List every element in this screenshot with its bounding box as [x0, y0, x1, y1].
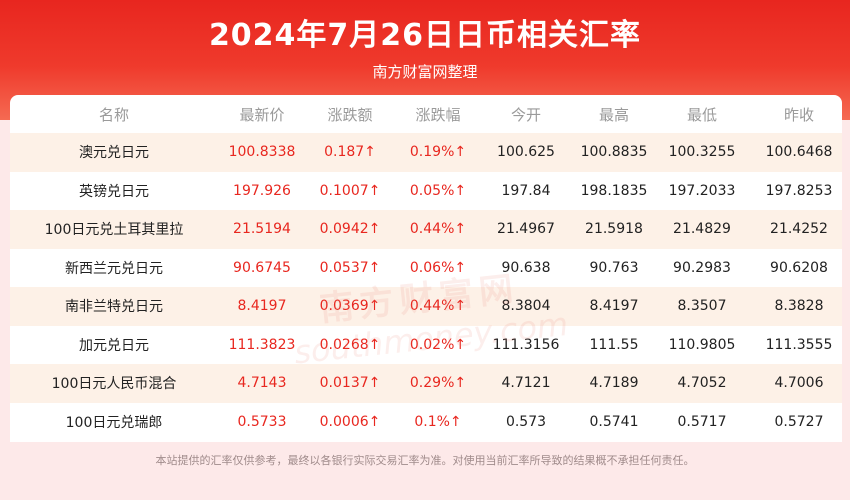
currency-name-cell: 100日元兑瑞郎 [65, 414, 163, 431]
page-title: 2024年7月26日日币相关汇率 [208, 18, 642, 53]
table-row: 英镑兑日元 197.926 0.1007↑ 0.05%↑ 197.84 198.1835 1… [10, 172, 842, 211]
change-amount-cell: 0.0942↑ [306, 210, 394, 249]
open-price-cell: 197.84 [501, 182, 551, 199]
prev-close-cell: 100.6468 [746, 133, 842, 172]
high-price-cell: 90.763 [589, 259, 639, 276]
prev-close-cell: 111.3555 [765, 336, 833, 353]
currency-name-cell: 100日元兑土耳其里拉 [10, 210, 218, 249]
open-price-cell: 100.625 [482, 133, 570, 172]
change-amount-cell: 0.0268↑ [319, 336, 381, 353]
change-percent-cell: 0.44%↑ [394, 210, 482, 249]
column-header: 名称 [98, 105, 129, 124]
column-header: 最高 [598, 105, 629, 124]
column-header: 昨收 [783, 105, 814, 124]
change-amount-cell: 0.1007↑ [319, 182, 381, 199]
change-percent-cell: 0.05%↑ [409, 182, 467, 199]
column-header: 今开 [510, 105, 541, 124]
latest-price-cell: 0.5733 [237, 413, 287, 430]
currency-name-cell: 澳元兑日元 [10, 133, 218, 172]
high-price-cell: 111.55 [589, 336, 639, 353]
prev-close-cell: 8.3828 [746, 287, 842, 326]
prev-close-cell: 0.5727 [774, 413, 824, 430]
rates-card: 名称 最新价 涨跌额 涨跌幅 今开 最高 最低 昨收 澳元兑日元 100.8338… [10, 95, 842, 442]
high-price-cell: 21.5918 [570, 210, 658, 249]
low-price-cell: 0.5717 [677, 413, 727, 430]
rates-table: 名称 最新价 涨跌额 涨跌幅 今开 最高 最低 昨收 澳元兑日元 100.8338… [10, 95, 842, 441]
table-row: 加元兑日元 111.3823 0.0268↑ 0.02%↑ 111.3156 111.55… [10, 326, 842, 365]
currency-name-cell: 加元兑日元 [79, 337, 149, 354]
low-price-cell: 90.2983 [673, 259, 731, 276]
high-price-cell: 4.7189 [570, 364, 658, 403]
open-price-cell: 111.3156 [492, 336, 560, 353]
open-price-cell: 0.573 [505, 413, 547, 430]
currency-name-cell: 100日元人民币混合 [10, 364, 218, 403]
table-header-row: 名称 最新价 涨跌额 涨跌幅 今开 最高 最低 昨收 [10, 95, 842, 133]
column-header: 最新价 [239, 105, 285, 124]
change-amount-cell: 0.187↑ [306, 133, 394, 172]
change-percent-cell: 0.19%↑ [394, 133, 482, 172]
latest-price-cell: 4.7143 [218, 364, 306, 403]
prev-close-cell: 197.8253 [765, 182, 833, 199]
high-price-cell: 198.1835 [580, 182, 648, 199]
open-price-cell: 8.3804 [482, 287, 570, 326]
latest-price-cell: 197.926 [233, 182, 291, 199]
latest-price-cell: 100.8338 [218, 133, 306, 172]
table-row: 澳元兑日元 100.8338 0.187↑ 0.19%↑ 100.625 100.8835… [10, 133, 842, 172]
currency-name-cell: 新西兰元兑日元 [65, 260, 163, 277]
change-percent-cell: 0.29%↑ [394, 364, 482, 403]
low-price-cell: 197.2033 [668, 182, 736, 199]
table-row: 100日元兑瑞郎 0.5733 0.0006↑ 0.1%↑ 0.573 0.5741 0.5… [10, 403, 842, 442]
open-price-cell: 90.638 [501, 259, 551, 276]
table-row: 100日元人民币混合 4.7143 0.0137↑ 0.29%↑ 4.7121 4.718… [10, 364, 842, 403]
currency-name-cell: 英镑兑日元 [79, 183, 149, 200]
high-price-cell: 0.5741 [589, 413, 639, 430]
disclaimer: 本站提供的汇率仅供参考，最终以各银行实际交易汇率为准。对使用当前汇率所导致的结果… [155, 454, 695, 467]
low-price-cell: 8.3507 [658, 287, 746, 326]
table-row: 新西兰元兑日元 90.6745 0.0537↑ 0.06%↑ 90.638 90.763 9… [10, 249, 842, 288]
low-price-cell: 21.4829 [658, 210, 746, 249]
open-price-cell: 4.7121 [482, 364, 570, 403]
change-percent-cell: 0.44%↑ [394, 287, 482, 326]
change-amount-cell: 0.0006↑ [319, 413, 381, 430]
latest-price-cell: 21.5194 [218, 210, 306, 249]
column-header: 涨跌额 [327, 105, 373, 124]
low-price-cell: 100.3255 [658, 133, 746, 172]
high-price-cell: 100.8835 [570, 133, 658, 172]
change-percent-cell: 0.06%↑ [409, 259, 467, 276]
low-price-cell: 110.9805 [668, 336, 736, 353]
latest-price-cell: 111.3823 [228, 336, 296, 353]
change-percent-cell: 0.02%↑ [409, 336, 467, 353]
change-amount-cell: 0.0137↑ [306, 364, 394, 403]
page-subtitle: 南方财富网整理 [372, 63, 478, 81]
latest-price-cell: 90.6745 [233, 259, 291, 276]
prev-close-cell: 90.6208 [770, 259, 828, 276]
latest-price-cell: 8.4197 [218, 287, 306, 326]
change-percent-cell: 0.1%↑ [414, 413, 462, 430]
change-amount-cell: 0.0369↑ [306, 287, 394, 326]
low-price-cell: 4.7052 [658, 364, 746, 403]
prev-close-cell: 21.4252 [746, 210, 842, 249]
table-row: 南非兰特兑日元 8.4197 0.0369↑ 0.44%↑ 8.3804 8.4197 8.… [10, 287, 842, 326]
prev-close-cell: 4.7006 [746, 364, 842, 403]
high-price-cell: 8.4197 [570, 287, 658, 326]
column-header: 最低 [686, 105, 717, 124]
currency-name-cell: 南非兰特兑日元 [10, 287, 218, 326]
open-price-cell: 21.4967 [482, 210, 570, 249]
column-header: 涨跌幅 [415, 105, 461, 124]
table-row: 100日元兑土耳其里拉 21.5194 0.0942↑ 0.44%↑ 21.4967 21… [10, 210, 842, 249]
change-amount-cell: 0.0537↑ [319, 259, 381, 276]
